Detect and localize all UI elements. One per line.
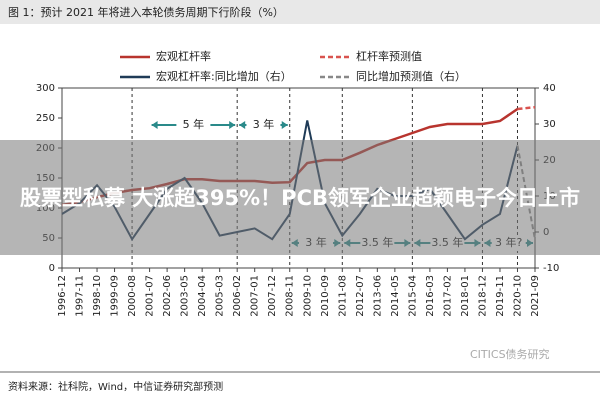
watermark: CITICS债务研究 xyxy=(470,347,550,361)
x-tick-label: 2003-05 xyxy=(180,275,191,317)
x-tick-label: 2011-08 xyxy=(337,275,348,317)
y2-tick-label: -10 xyxy=(543,263,559,274)
x-tick-label: 2016-03 xyxy=(425,275,436,317)
x-tick-label: 1999-09 xyxy=(110,275,121,317)
x-tick-label: 2008-11 xyxy=(285,275,296,317)
x-tick-label: 2018-12 xyxy=(477,275,488,317)
x-tick-label: 2019-11 xyxy=(495,275,506,317)
x-tick-label: 2007-12 xyxy=(267,275,278,317)
x-tick-label: 2012-07 xyxy=(355,275,366,317)
x-tick-label: 2000-08 xyxy=(127,275,138,317)
x-tick-label: 2002-06 xyxy=(162,275,173,317)
series-line xyxy=(517,105,536,111)
x-tick-label: 2005-03 xyxy=(215,275,226,317)
x-tick-label: 2014-05 xyxy=(390,275,401,317)
chart-title: 图 1：预计 2021 年将进入本轮债务周期下行阶段（%） xyxy=(8,5,284,19)
x-tick-label: 2020-10 xyxy=(512,275,523,317)
x-tick-label: 2004-04 xyxy=(197,275,208,317)
x-tick-label: 2013-06 xyxy=(372,275,383,317)
x-tick-label: 1998-10 xyxy=(92,275,103,317)
overlay-text[interactable]: 股票型私募 大涨超395%！PCB领军企业超颖电子今日上市 xyxy=(20,185,580,210)
y2-tick-label: 40 xyxy=(543,83,556,94)
x-tick-label: 2007-01 xyxy=(250,275,261,317)
legend-label: 同比增加预测值（右） xyxy=(356,69,466,83)
x-tick-label: 2009-10 xyxy=(302,275,313,317)
overlay-banner[interactable]: 股票型私募 大涨超395%！PCB领军企业超颖电子今日上市 xyxy=(0,140,600,255)
x-tick-label: 2018-01 xyxy=(460,275,471,317)
legend-label: 杠杆率预测值 xyxy=(356,49,422,63)
annotation-bg xyxy=(246,117,281,133)
x-tick-label: 2017-02 xyxy=(442,275,453,317)
annotation-bg xyxy=(176,117,211,133)
legend-label: 宏观杠杆率:同比增加（右） xyxy=(156,69,292,83)
x-tick-label: 1996-12 xyxy=(57,275,68,317)
x-tick-label: 2015-04 xyxy=(407,275,418,317)
arrowhead xyxy=(239,121,288,129)
annotation: 3 年 xyxy=(253,117,275,131)
y-tick-label: 250 xyxy=(36,113,55,124)
source: 资料来源：社科院，Wind，中信证券研究部预测 xyxy=(8,380,223,393)
x-tick-label: 2006-02 xyxy=(232,275,243,317)
x-tick-label: 2001-07 xyxy=(145,275,156,317)
y-tick-label: 0 xyxy=(49,263,55,274)
title-bar xyxy=(0,0,600,24)
annotation: 5 年 xyxy=(183,117,205,131)
legend-label: 宏观杠杆率 xyxy=(156,49,211,63)
x-tick-label: 1997-11 xyxy=(75,275,86,317)
x-tick-label: 2010-09 xyxy=(320,275,331,317)
x-tick-label: 2021-09 xyxy=(530,275,541,317)
y-tick-label: 300 xyxy=(36,83,55,94)
y2-tick-label: 30 xyxy=(543,119,556,130)
